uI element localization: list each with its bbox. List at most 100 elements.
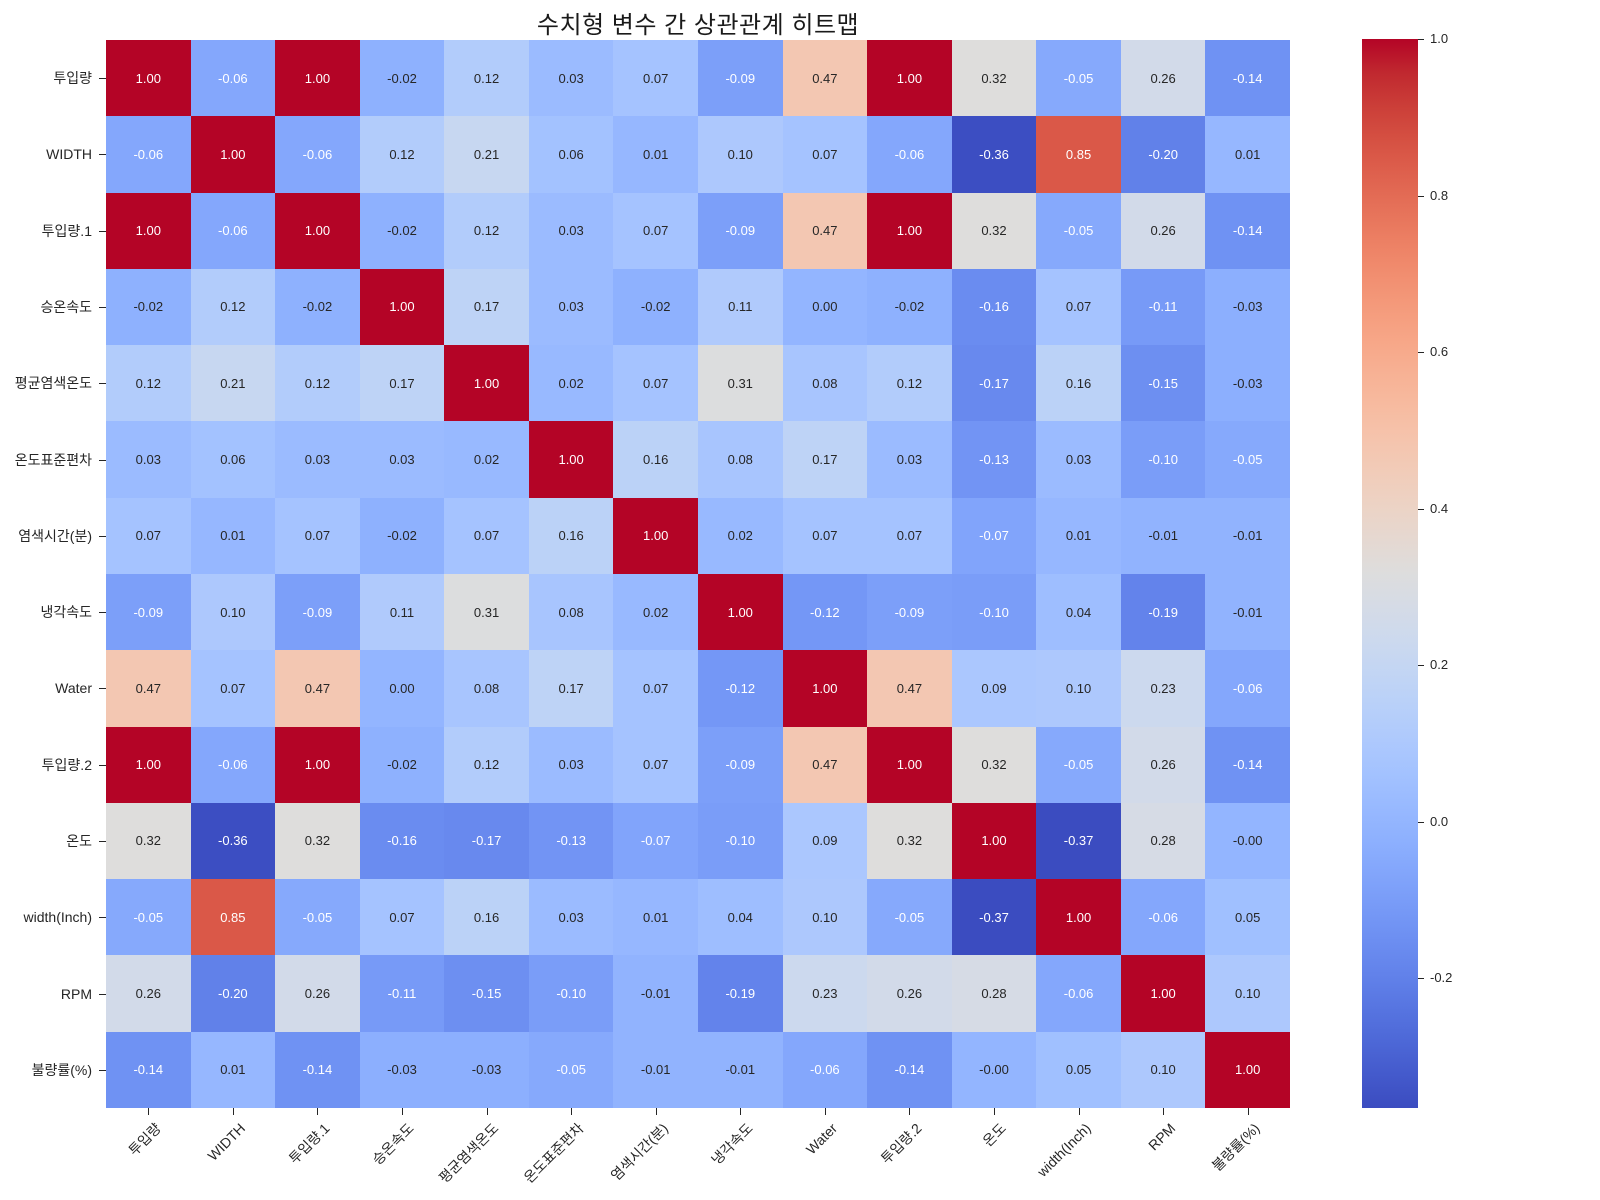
heatmap-cell: 1.00 [782,650,868,727]
x-tick-mark [571,1108,573,1115]
y-tick-label: RPM [60,985,92,1002]
colorbar-tick-mark [1418,39,1424,40]
heatmap-cell: 0.02 [697,497,783,574]
heatmap-cell: 1.00 [106,40,191,117]
heatmap-cell: -0.17 [951,345,1037,422]
heatmap-cell: 0.26 [275,955,360,1032]
colorbar [1362,39,1418,1108]
y-tick-label: 승온속도 [40,299,92,315]
heatmap-cell: 0.12 [444,726,529,803]
heatmap-cell: 0.11 [359,573,445,651]
heatmap-cell: 0.02 [444,421,529,498]
heatmap-cell: 0.07 [106,497,191,574]
x-tick-label: 냉각속도 [707,1120,756,1168]
heatmap-cell: -0.06 [782,1031,868,1108]
heatmap-cell: 0.09 [951,650,1037,727]
y-tick-mark [99,535,106,537]
heatmap-cell: 0.32 [106,802,191,880]
heatmap-cell: -0.06 [275,116,360,193]
y-tick-label: 온도 [66,833,92,849]
heatmap-cell: 0.26 [106,955,191,1032]
heatmap-cell: 0.07 [782,497,868,574]
heatmap-cell: -0.01 [613,1031,698,1108]
heatmap-cell: 1.00 [697,573,783,651]
y-tick-label: WIDTH [46,146,92,163]
heatmap-cell: 1.00 [444,345,529,422]
heatmap-cell: 0.05 [1036,1031,1121,1108]
heatmap-cell: 1.00 [275,40,360,117]
heatmap-cell: -0.10 [528,955,614,1032]
heatmap-cell: 0.12 [106,345,191,422]
heatmap-cell: 0.01 [613,116,698,193]
heatmap-cell: -0.13 [528,802,614,880]
heatmap-cell: 0.03 [1036,421,1121,498]
y-tick-label: Water [55,680,92,697]
x-tick-mark [655,1108,657,1115]
x-tick-mark [1247,1108,1249,1115]
heatmap-cell: -0.06 [106,116,191,193]
y-tick-mark [99,993,106,995]
heatmap-cell: 0.16 [444,879,529,956]
heatmap-cell: 0.17 [359,345,445,422]
heatmap-cell: 0.03 [528,726,614,803]
colorbar-tick-mark [1418,978,1424,980]
heatmap-cell: -0.07 [951,497,1037,574]
heatmap-cell: -0.01 [613,955,698,1032]
heatmap-cell: 0.26 [867,955,952,1032]
heatmap-cell: 0.03 [528,40,614,117]
heatmap-cell: -0.02 [359,726,445,803]
y-tick-label: 냉각속도 [40,604,92,621]
x-tick-label: 투입량.2 [877,1120,925,1167]
y-tick-mark [99,1069,106,1071]
heatmap-cell: 0.17 [444,268,529,346]
heatmap-cell: -0.14 [275,1031,360,1108]
colorbar-tick-mark [1418,508,1424,510]
heatmap-cell: -0.03 [444,1031,529,1108]
y-tick-mark [99,917,106,919]
y-tick-mark [99,383,106,385]
heatmap-cell: -0.13 [951,421,1037,498]
heatmap-cell: 0.12 [275,345,360,422]
heatmap-cell: 0.47 [275,650,360,727]
heatmap-cell: -0.02 [613,268,698,346]
y-tick-label: 투입량.1 [41,222,92,239]
colorbar-tick-label: 0.8 [1430,187,1449,203]
heatmap-cell: 0.02 [613,573,698,651]
heatmap-cell: 0.10 [190,573,276,651]
heatmap-cell: -0.09 [867,573,952,651]
heatmap-cell: -0.20 [1120,116,1206,193]
heatmap-cell: 0.07 [1036,268,1121,346]
x-tick-label: 불량률(%) [1208,1120,1264,1175]
heatmap-cell: 0.12 [867,345,952,422]
y-tick-mark [99,307,106,308]
x-tick-mark [148,1108,150,1115]
colorbar-tick-label: 0.0 [1430,813,1449,829]
heatmap-cell: -0.36 [951,116,1037,193]
heatmap-cell: 0.07 [613,345,698,422]
heatmap-cell: 0.07 [867,497,952,574]
heatmap-cell: -0.06 [190,192,276,269]
colorbar-tick-label: 0.4 [1430,500,1449,516]
heatmap-cell: 0.00 [359,650,445,727]
x-tick-label: WIDTH [204,1120,249,1164]
heatmap-cell: 1.00 [1036,879,1121,956]
x-tick-mark [994,1108,995,1115]
heatmap-cell: -0.06 [1205,650,1290,727]
x-tick-label: 투입량.1 [285,1120,333,1167]
colorbar-tick-mark [1418,821,1424,823]
y-tick-mark [99,154,106,156]
heatmap-cell: 0.31 [697,345,783,422]
x-tick-label: 평균염색온도 [435,1120,502,1186]
heatmap-cell: -0.14 [1205,192,1290,269]
heatmap-cell: -0.02 [359,497,445,574]
heatmap-cell: -0.00 [1205,802,1290,880]
heatmap-cell: 0.12 [359,116,445,193]
heatmap-cell: -0.17 [444,802,529,880]
heatmap-cell: 0.01 [190,1031,276,1108]
heatmap-cell: 0.04 [1036,573,1121,651]
x-tick-mark [740,1108,742,1115]
heatmap-cell: -0.06 [867,116,952,193]
heatmap-cell: -0.16 [951,268,1037,346]
heatmap-cell: 0.32 [867,802,952,880]
